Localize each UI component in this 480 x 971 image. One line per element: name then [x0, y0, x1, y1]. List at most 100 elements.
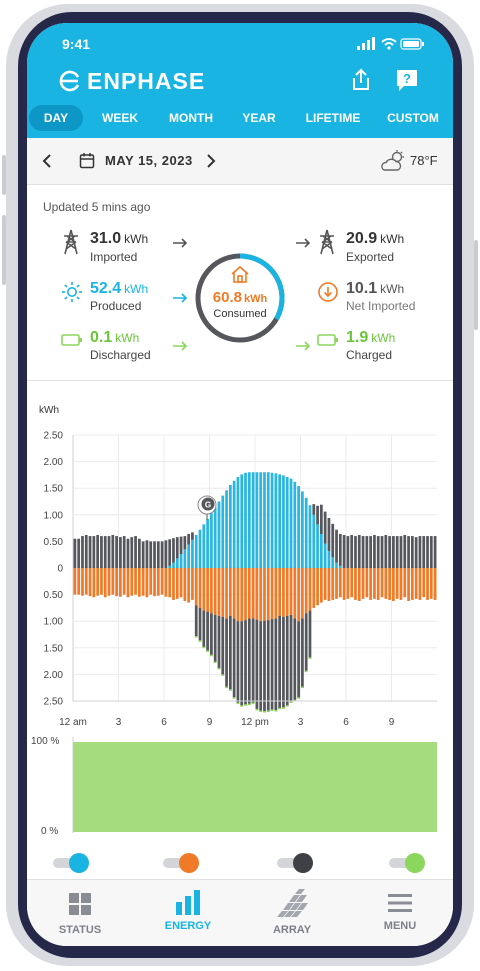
nav-status-label: STATUS [58, 924, 102, 936]
bar-grid [418, 536, 422, 568]
bar-produced [301, 491, 304, 568]
tab-lifetime[interactable]: LIFETIME [305, 111, 361, 125]
consumption-ring [195, 253, 285, 343]
bar-produced [297, 486, 300, 568]
chevron-left-icon[interactable] [41, 153, 53, 169]
bar-grid [414, 537, 418, 568]
tab-day[interactable]: DAY [29, 105, 83, 131]
bar-consumed [194, 568, 198, 606]
bar-consumed [187, 568, 191, 603]
bar-consumed [221, 568, 225, 617]
bar-grid [301, 618, 304, 688]
bar-consumed [73, 568, 77, 595]
bar-grid [179, 536, 183, 555]
tab-week[interactable]: WEEK [102, 111, 138, 125]
toggle-solar[interactable] [53, 853, 91, 873]
bar-consumed [369, 568, 373, 600]
bar-consumed [301, 568, 304, 619]
bar-battery-cap [285, 705, 289, 707]
nav-array[interactable]: ARRAY [247, 880, 337, 946]
calendar-icon[interactable] [79, 152, 95, 169]
consumed-number: 60.8 [212, 289, 242, 306]
arrow-right-icon [173, 238, 188, 248]
temperature: 78°F [410, 153, 438, 168]
bar-grid [373, 535, 376, 568]
bar-consumed [263, 568, 266, 621]
transmission-tower-icon [64, 229, 78, 255]
bar-battery-cap [225, 686, 228, 689]
generator-marker[interactable]: G [197, 495, 217, 520]
help-icon[interactable]: ? [395, 68, 419, 92]
bar-battery-cap [270, 709, 274, 711]
bar-battery-cap [213, 661, 217, 664]
y-tick-label: 1.50 [44, 484, 64, 495]
bar-consumed [149, 568, 153, 595]
bar-battery-cap [198, 640, 202, 642]
bar-produced [221, 495, 225, 568]
bar-produced [202, 524, 206, 568]
charged-unit: kWh [371, 331, 396, 345]
bar-grid [115, 536, 118, 568]
nav-menu[interactable]: MENU [355, 880, 445, 946]
bar-consumed [384, 568, 388, 599]
status-indicators-icon [357, 37, 424, 50]
net-imported-label: Net Imported [346, 299, 416, 313]
bar-consumed [278, 568, 282, 616]
nav-energy[interactable]: ENERGY [143, 880, 233, 946]
bar-grid [73, 538, 77, 568]
bar-produced [232, 480, 236, 568]
bar-produced [198, 529, 202, 568]
bar-consumed [168, 568, 172, 598]
bar-consumed [134, 568, 137, 595]
toggle-grid[interactable] [277, 853, 315, 873]
bar-grid [206, 611, 209, 652]
nav-status[interactable]: STATUS [35, 880, 125, 946]
battery-soc-chart[interactable]: 100 % 0 % [27, 733, 453, 843]
bar-consumed [335, 568, 338, 599]
tab-year[interactable]: YEAR [242, 111, 276, 125]
bar-grid [342, 535, 346, 568]
y-tick-label: 1.00 [44, 617, 64, 628]
bar-produced [263, 472, 266, 568]
bar-consumed [308, 568, 312, 611]
bar-consumed [376, 568, 380, 600]
bar-consumed [407, 568, 410, 601]
bar-consumed [395, 568, 399, 599]
y-tick-label: 0.50 [44, 537, 64, 548]
toggle-battery[interactable] [389, 853, 427, 873]
bar-consumed [399, 568, 403, 600]
bar-produced [319, 533, 323, 568]
bar-grid [384, 535, 388, 568]
exported-label: Exported [346, 250, 395, 264]
toggle-consumption[interactable] [163, 853, 201, 873]
solar-array-icon [277, 889, 308, 917]
bar-grid [429, 536, 433, 568]
bar-produced [194, 535, 198, 568]
bar-consumed [232, 568, 236, 619]
bar-consumed [247, 568, 251, 619]
charged-number: 1.9 [346, 329, 369, 346]
tab-custom[interactable]: CUSTOM [387, 111, 439, 125]
bar-grid [236, 621, 240, 704]
bar-consumed [338, 568, 342, 598]
bar-grid [331, 523, 335, 558]
tab-month[interactable]: MONTH [169, 111, 213, 125]
bar-battery-cap [255, 708, 259, 711]
bar-consumed [312, 568, 316, 608]
side-button-left-1 [2, 155, 6, 195]
bar-grid [202, 610, 206, 648]
bar-consumed [191, 568, 194, 600]
soc-area [73, 742, 437, 832]
chevron-right-icon[interactable] [205, 153, 217, 169]
share-icon[interactable] [349, 68, 373, 92]
bar-battery-cap [232, 697, 236, 699]
energy-chart[interactable]: kWh 2.50 2.00 1.50 1.00 0.50 0 0.50 1.00 1.50 2.0… [27, 393, 453, 733]
produced-unit: kWh [124, 282, 149, 296]
bar-grid [335, 529, 338, 563]
bar-consumed [251, 568, 255, 619]
bar-grid [130, 537, 134, 568]
bar-grid [137, 538, 141, 568]
selected-date[interactable]: MAY 15, 2023 [105, 153, 193, 168]
bar-grid [426, 536, 429, 568]
toggle-knob [405, 853, 425, 873]
